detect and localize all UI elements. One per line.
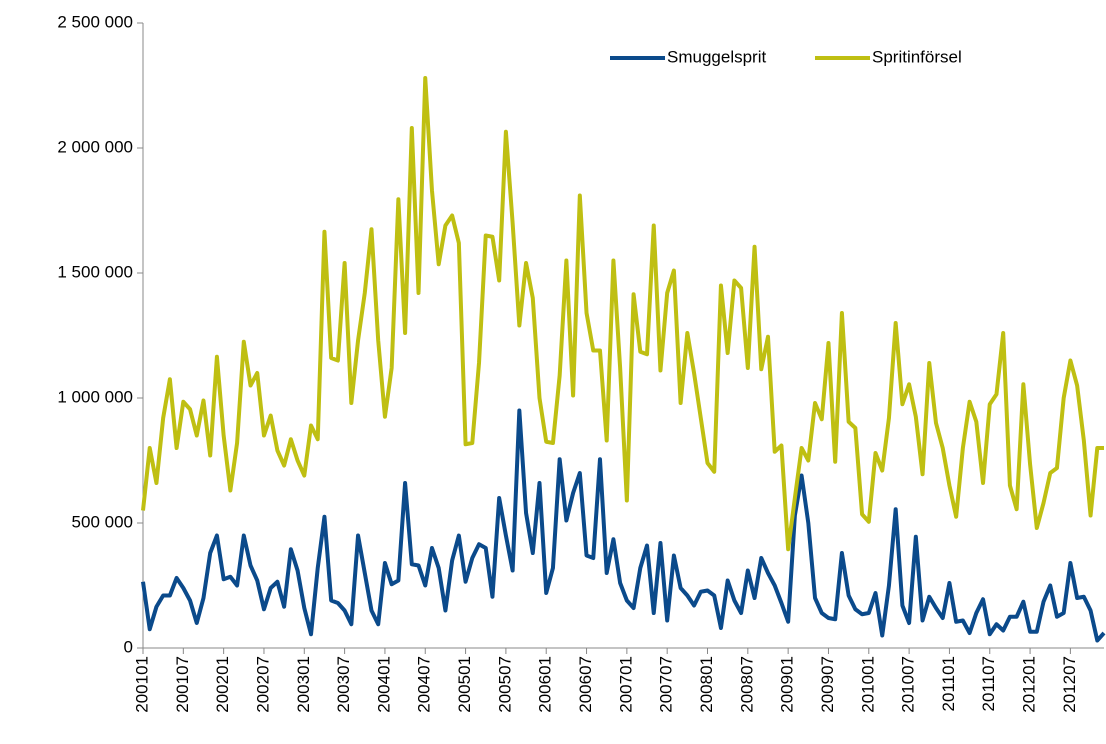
x-tick-label: 200201 (213, 656, 232, 713)
y-tick-label: 2 000 000 (57, 137, 133, 156)
y-tick-label: 500 000 (72, 512, 133, 531)
x-tick-label: 201201 (1020, 656, 1039, 713)
x-tick-label: 201107 (979, 656, 998, 711)
x-tick-label: 200307 (334, 656, 353, 713)
x-tick-label: 200801 (697, 656, 716, 713)
y-tick-label: 1 500 000 (57, 262, 133, 281)
x-tick-label: 200507 (495, 656, 514, 713)
series-line (141, 76, 1104, 552)
x-tick-label: 200107 (173, 656, 192, 713)
x-tick-label: 201001 (858, 656, 877, 713)
x-tick-label: 200607 (576, 656, 595, 713)
x-tick-label: 201101 (939, 656, 958, 711)
y-tick-label: 1 000 000 (57, 387, 133, 406)
x-tick-label: 200907 (818, 656, 837, 713)
x-tick-label: 200407 (415, 656, 434, 713)
y-tick-label: 0 (124, 637, 133, 656)
x-tick-label: 200301 (294, 656, 313, 713)
x-tick-label: 200401 (374, 656, 393, 713)
legend-label: Spritinförsel (872, 47, 962, 66)
x-tick-label: 201007 (899, 656, 918, 713)
x-tick-label: 200807 (737, 656, 756, 713)
x-tick-label: 201207 (1060, 656, 1079, 713)
x-tick-label: 200101 (132, 656, 151, 713)
x-tick-label: 200707 (657, 656, 676, 713)
legend-label: Smuggelsprit (667, 47, 766, 66)
series-line (141, 408, 1106, 643)
x-tick-label: 200207 (253, 656, 272, 713)
x-tick-label: 200901 (778, 656, 797, 713)
x-tick-label: 200701 (616, 656, 635, 713)
y-tick-label: 2 500 000 (57, 12, 133, 31)
x-tick-label: 200501 (455, 656, 474, 713)
x-tick-label: 200601 (536, 656, 555, 713)
